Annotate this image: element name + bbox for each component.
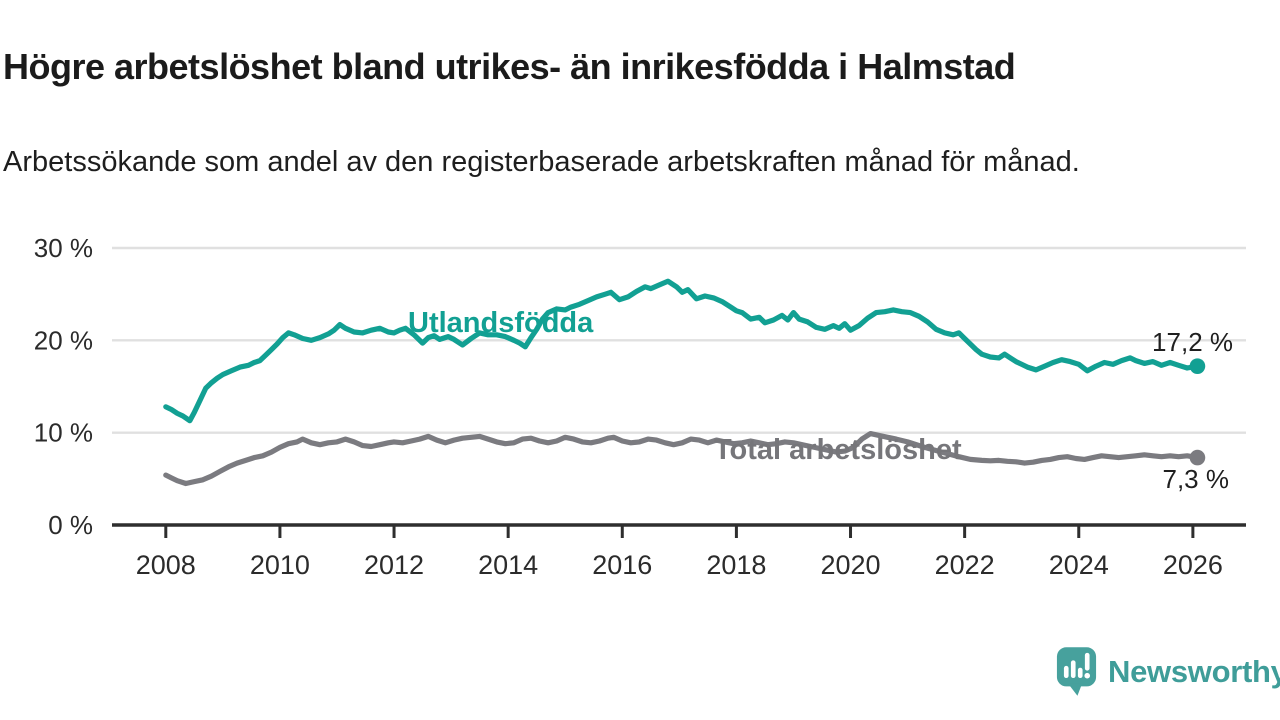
- line-utlandsf-dda: [163, 278, 1201, 424]
- end-value-label-utlandsfodda: 17,2 %: [1152, 327, 1233, 357]
- x-tick-label-2026: 2026: [1163, 550, 1223, 580]
- y-tick-label-30: 30 %: [34, 233, 93, 263]
- line-total-arbetsl-shet: [163, 431, 1201, 487]
- x-tick-label-2022: 2022: [935, 550, 995, 580]
- x-tick-label-2008: 2008: [136, 550, 196, 580]
- series-label-utlandsfodda: Utlandsfödda: [408, 307, 594, 339]
- x-tick-label-2012: 2012: [364, 550, 424, 580]
- y-tick-label-0: 0 %: [48, 510, 93, 540]
- x-tick-label-2014: 2014: [478, 550, 538, 580]
- x-tick-label-2018: 2018: [706, 550, 766, 580]
- x-tick-label-2016: 2016: [592, 550, 652, 580]
- end-value-label-total: 7,3 %: [1163, 464, 1230, 494]
- chart-axes: 0 % 10 % 20 % 30 % 2008 2010 2012 2014 2016 2018 2…: [34, 233, 1246, 580]
- series-label-total: Total arbetslöshet: [714, 434, 962, 466]
- x-tick-label-2020: 2020: [820, 550, 880, 580]
- y-tick-label-20: 20 %: [34, 325, 93, 355]
- y-tick-label-10: 10 %: [34, 418, 93, 448]
- x-tick-label-2010: 2010: [250, 550, 310, 580]
- newsworthy-logo: Newsworthy: [1056, 646, 1280, 697]
- x-tick-label-2024: 2024: [1049, 550, 1109, 580]
- page-title: Högre arbetslöshet bland utrikes- än inr…: [3, 46, 1016, 88]
- end-dot-total-arbetsl-shet: [1189, 449, 1206, 466]
- newsworthy-logo-text: Newsworthy: [1108, 653, 1280, 689]
- end-dot-utlandsf-dda: [1189, 358, 1206, 374]
- line-chart: 0 % 10 % 20 % 30 % 2008 2010 2012 2014 2016 2018 2…: [34, 233, 1246, 580]
- chart-subtitle: Arbetssökande som andel av den registerb…: [3, 146, 1080, 178]
- newsworthy-icon: [1056, 647, 1097, 696]
- chart-series: [163, 278, 1206, 487]
